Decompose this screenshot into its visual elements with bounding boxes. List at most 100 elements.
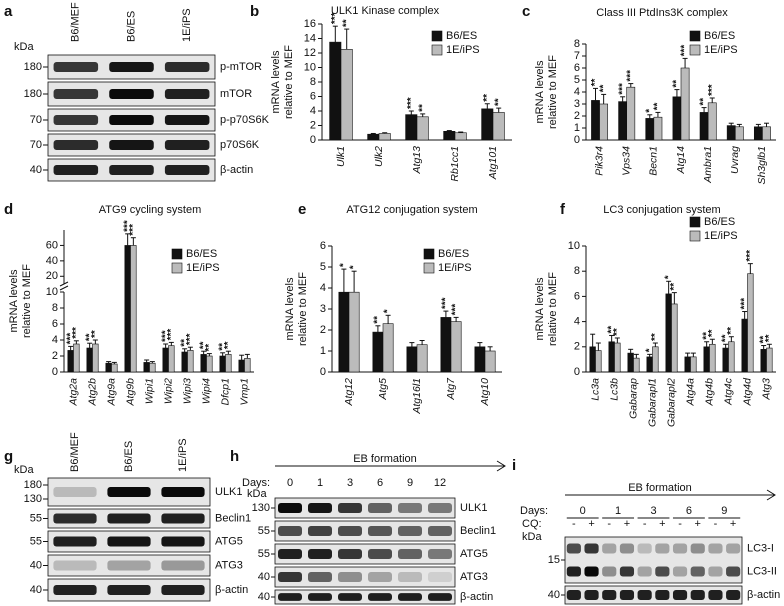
band [672,566,688,577]
significance: ** [590,79,601,87]
x-tick-label: Pik3r4 [593,146,605,176]
significance: *** [617,83,628,95]
protein-label: ATG3 [460,571,488,583]
significance: ** [217,343,228,351]
band [53,536,97,547]
significance: *** [71,327,82,339]
marker-label: 55 [30,535,42,547]
x-tick-label: Atg14 [675,146,687,175]
panel-letter: e [298,201,306,218]
significance: ** [84,333,95,341]
significance: ** [341,19,352,27]
bar [627,352,634,373]
unit-label: kDa [14,41,34,53]
y-tick-label: 3 [320,303,326,315]
band [278,593,302,601]
y-tick-label: 0 [320,366,326,378]
significance: *** [160,330,171,342]
lane-label: 3 [650,505,656,517]
band [107,560,151,571]
significance: ** [764,334,775,342]
x-tick-label: Atg4c [722,377,734,406]
marker-label: 130 [252,502,270,514]
lanes-title: Days: [242,477,270,489]
legend-swatch [423,262,435,274]
x-tick-label: Atg10 [479,378,491,407]
band [584,543,599,554]
protein-label: Beclin1 [460,525,496,537]
lane-label: B6/ES [123,441,135,472]
band [161,536,205,547]
bar [162,347,169,373]
protein-label: ATG5 [215,535,243,547]
bar [760,349,767,373]
significance: *** [745,250,756,262]
y-tick-label: 10 [46,286,58,298]
band [428,593,452,601]
bar [219,355,226,373]
legend-swatch [689,30,701,42]
bar [653,116,663,141]
bar [348,291,360,373]
lane-label: 12 [434,477,446,489]
significance: *** [625,70,636,82]
y-tick-label: 8 [310,76,316,88]
x-tick-label: Wipi1 [143,378,155,404]
bar [741,318,748,373]
significance: ** [707,329,718,337]
bar [766,347,773,373]
legend-label: B6/ES [438,248,469,260]
significance: ** [223,341,234,349]
x-tick-label: Ulk1 [335,146,347,167]
panel-letter: a [4,3,13,20]
bar [618,101,628,141]
bar [626,86,636,141]
band [655,590,670,600]
y-tick-label: 0 [52,366,58,378]
significance: ** [90,330,101,338]
x-tick-label: Ulk2 [373,146,385,167]
unit-label: kDa [522,531,542,543]
band [53,165,99,175]
bar [699,112,709,141]
significance: *** [707,84,718,96]
band [338,503,362,513]
lane-label: 9 [721,505,727,517]
bar [652,346,659,373]
blot-title: EB formation [628,482,692,494]
protein-label: β-actin [215,584,248,596]
band [338,572,362,582]
x-tick-label: Atg4a [684,378,696,407]
unit-label: kDa [14,464,34,476]
band [368,503,392,513]
x-tick-label: Wipi2 [162,378,174,404]
legend-label: 1E/iPS [704,44,738,56]
significance: ** [373,316,384,324]
band [690,590,705,600]
band [398,593,422,601]
panel-letter: i [512,457,516,474]
bar [591,100,600,141]
protein-label: Beclin1 [215,512,251,524]
protein-label: ATG5 [460,548,488,560]
band [637,590,652,600]
y-tick-label: 6 [320,240,326,252]
band [368,549,392,559]
bar [646,356,653,373]
lane-label: 0 [580,505,586,517]
bar [206,355,213,373]
treatment-label: - [714,518,718,530]
protein-label: p70S6K [220,139,260,151]
panel-letter: g [4,448,13,465]
significance: ** [598,85,609,93]
y-tick-label: 8 [52,302,58,314]
y-tick-label: 16 [304,18,316,30]
bar [690,356,697,373]
y-tick-label: 3 [574,98,580,110]
protein-label: LC3-I [747,542,774,554]
band [655,543,670,554]
legend-swatch [689,230,701,242]
band [53,560,97,571]
band [619,543,635,554]
y-tick-label: 6 [574,290,580,302]
